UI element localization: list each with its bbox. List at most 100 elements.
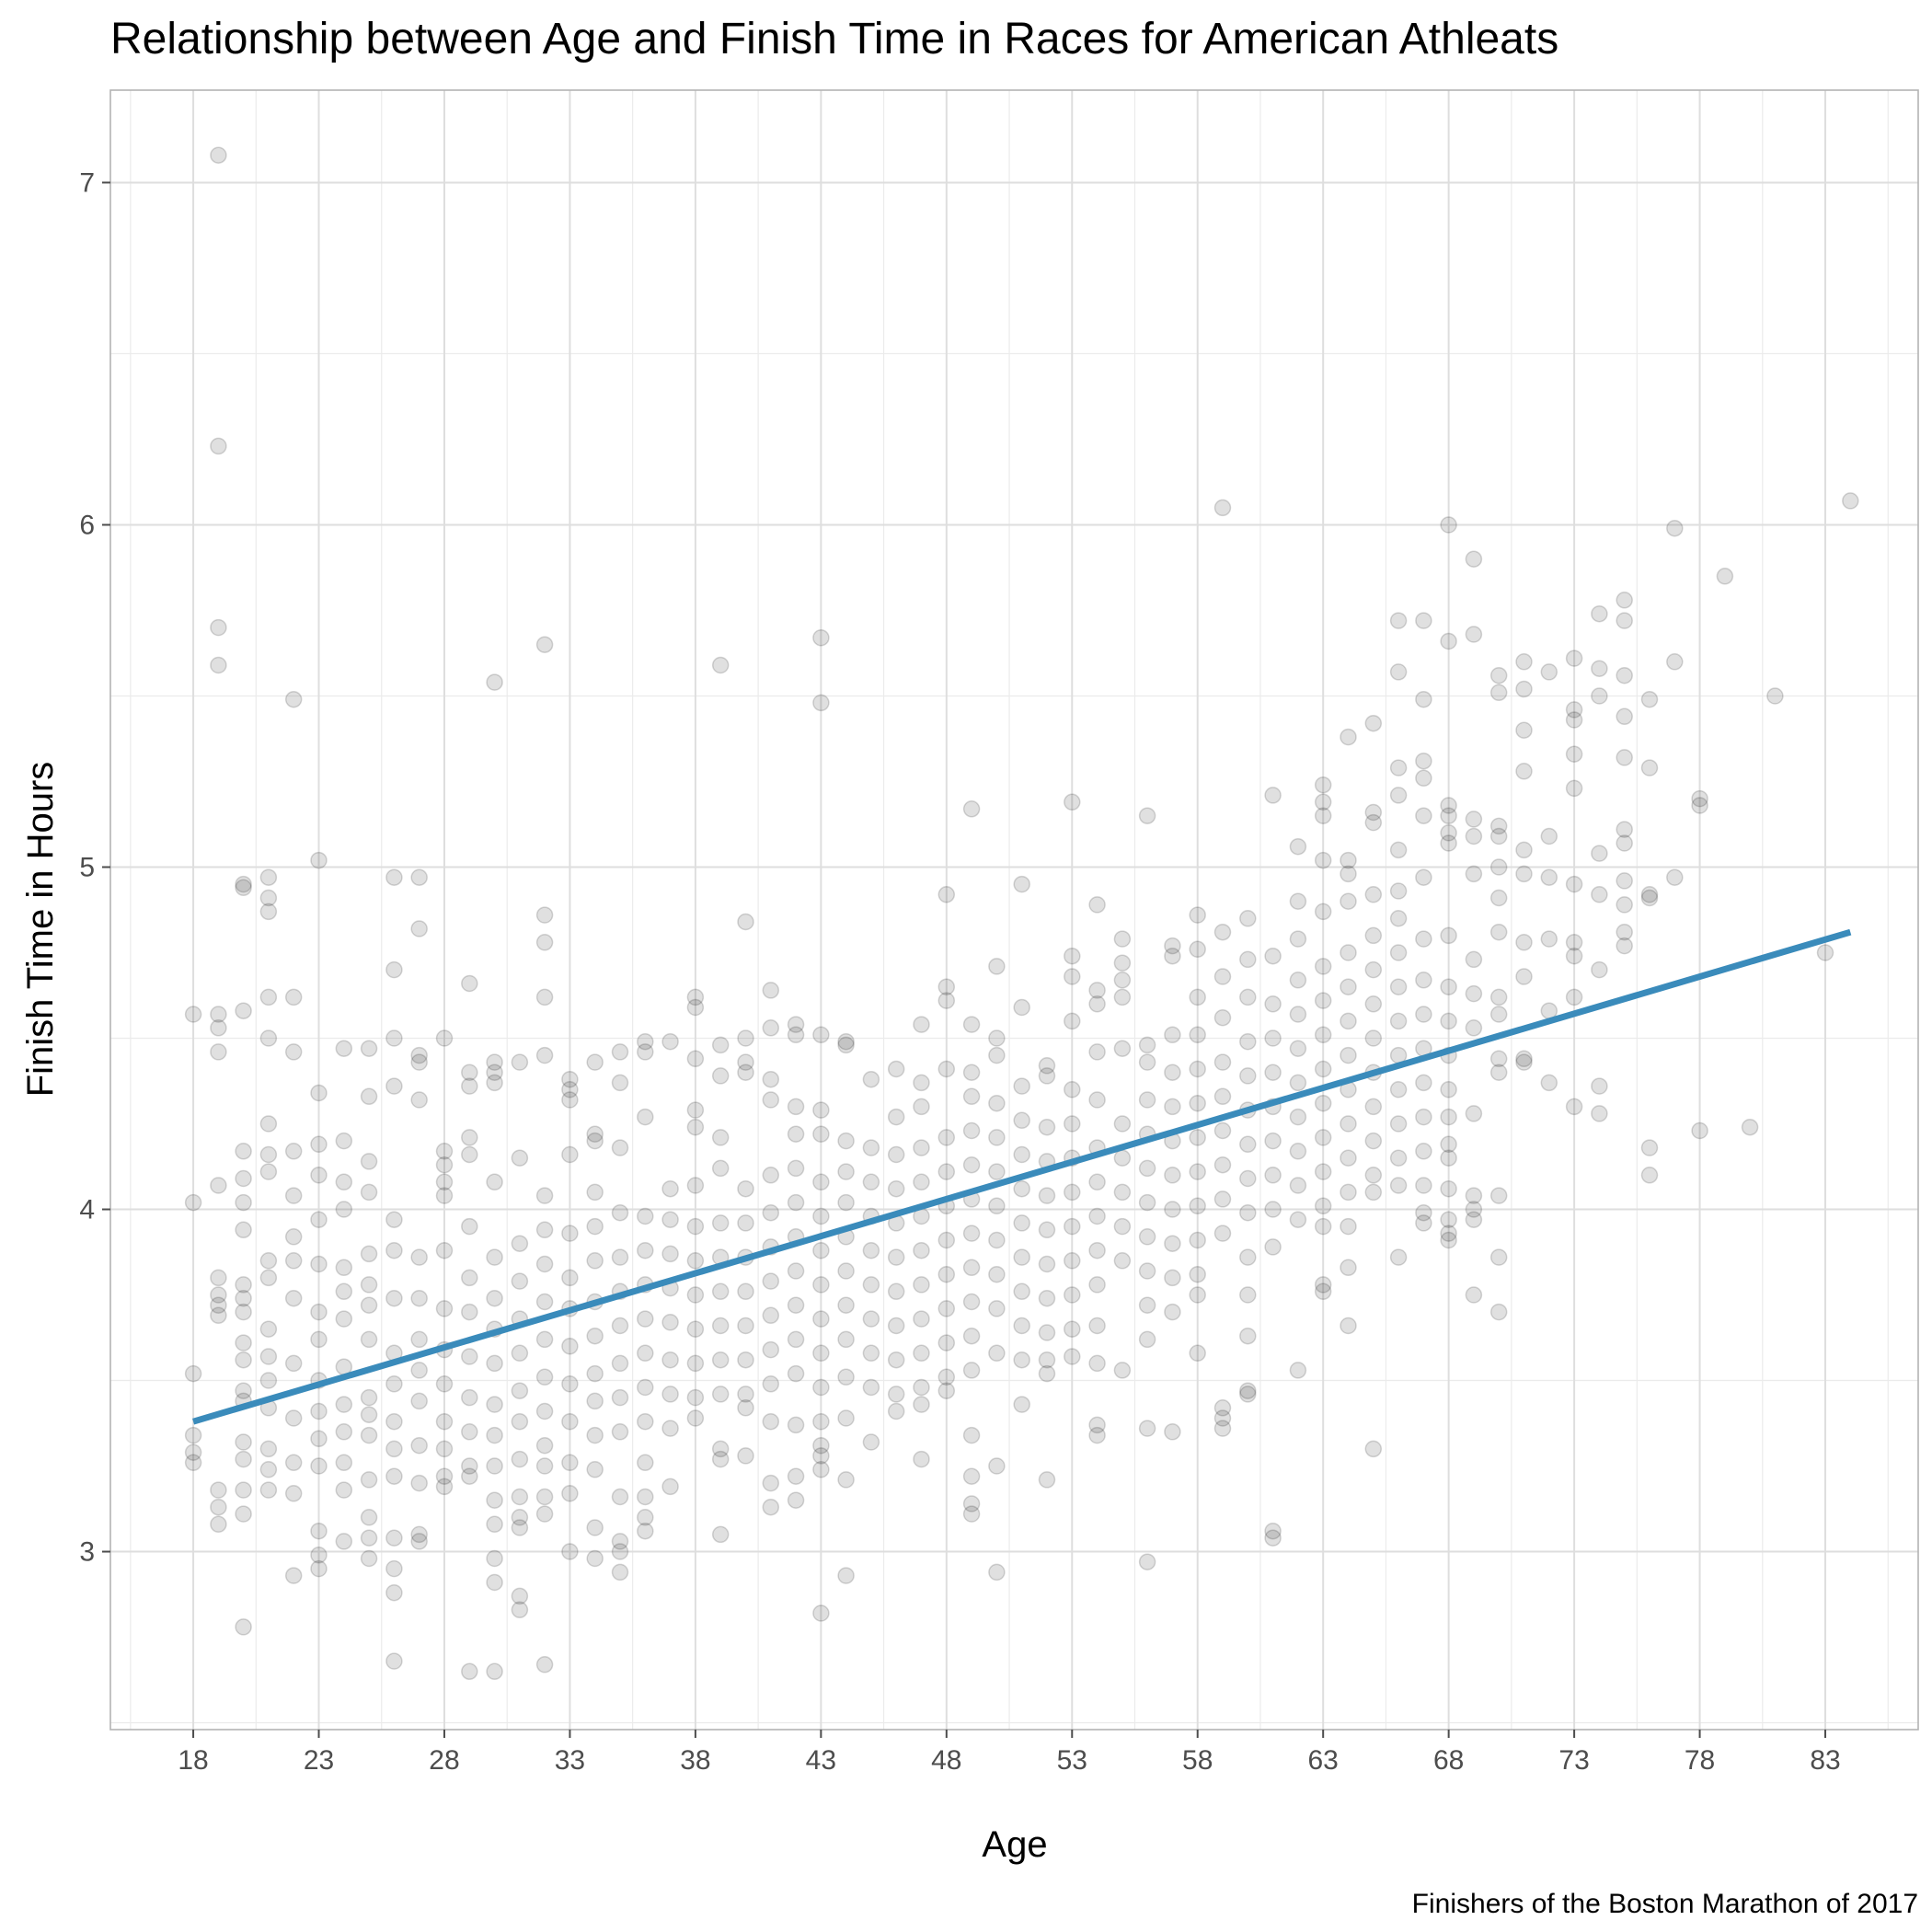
data-point [812, 1344, 830, 1363]
data-point [1591, 845, 1608, 862]
panel-background [110, 90, 1918, 1730]
data-point [210, 1043, 227, 1061]
data-point [913, 1450, 930, 1468]
data-point [1314, 1026, 1332, 1044]
data-point [762, 1019, 780, 1037]
data-point [686, 1320, 705, 1338]
data-point [787, 1026, 805, 1044]
data-point [1239, 1286, 1257, 1304]
data-point [1113, 930, 1132, 948]
data-point [1591, 886, 1608, 903]
data-point [1239, 910, 1257, 927]
data-point [1489, 1187, 1508, 1204]
data-point [1340, 1115, 1357, 1133]
data-point [1314, 1282, 1332, 1301]
data-point [1289, 1143, 1307, 1160]
data-point [586, 1183, 604, 1202]
data-point [210, 1269, 227, 1287]
data-point [611, 1354, 629, 1373]
data-point [937, 1060, 956, 1078]
data-point [1766, 687, 1784, 705]
data-point [1415, 1006, 1432, 1023]
data-point [1415, 972, 1432, 989]
data-point [762, 1306, 780, 1325]
data-point [862, 1276, 880, 1294]
x-tick-label: 53 [1057, 1745, 1087, 1776]
data-point [686, 1118, 705, 1136]
data-point [962, 1362, 981, 1379]
data-point [1364, 1440, 1383, 1458]
data-point [360, 1040, 378, 1057]
data-point [1064, 1252, 1081, 1270]
data-point [988, 1029, 1006, 1047]
data-point [962, 1327, 981, 1345]
data-point [1340, 944, 1357, 961]
data-point [259, 988, 278, 1006]
data-point [435, 1412, 454, 1431]
data-point [1213, 1053, 1232, 1071]
data-point [1113, 1217, 1132, 1236]
data-point [661, 1211, 679, 1228]
data-point [535, 1293, 554, 1311]
data-point [310, 1430, 328, 1448]
data-point [887, 1248, 905, 1266]
data-point [410, 1362, 428, 1379]
data-point [586, 1132, 604, 1150]
data-point [762, 1498, 780, 1516]
data-point [1515, 934, 1533, 951]
data-point [561, 1091, 579, 1109]
data-point [1489, 1050, 1508, 1068]
data-point [284, 1228, 303, 1246]
data-point [988, 1046, 1006, 1064]
data-point [511, 1272, 529, 1290]
data-point [435, 1467, 454, 1485]
data-point [586, 1125, 604, 1143]
data-point [410, 1533, 428, 1550]
data-point [1264, 787, 1282, 804]
data-point [1364, 960, 1383, 979]
data-point [661, 1032, 679, 1051]
data-point [535, 906, 554, 924]
data-point [1489, 1303, 1508, 1321]
data-point [1389, 978, 1408, 995]
data-point [637, 1412, 654, 1431]
x-tick-label: 68 [1433, 1745, 1464, 1776]
data-point [1314, 903, 1332, 921]
data-point [486, 1396, 503, 1413]
data-point [962, 1087, 981, 1106]
data-point [535, 1436, 554, 1455]
data-point [1340, 1183, 1357, 1202]
data-point [962, 1121, 981, 1140]
data-point [435, 1375, 454, 1393]
data-point [1489, 889, 1508, 907]
data-point [1038, 1067, 1056, 1085]
data-point [1540, 827, 1558, 845]
data-point [812, 1310, 830, 1328]
data-point [913, 1310, 930, 1328]
data-point [1440, 1081, 1457, 1098]
data-point [385, 1559, 403, 1578]
data-point [284, 1454, 303, 1472]
data-point [1138, 1091, 1156, 1109]
data-point [962, 1016, 981, 1033]
data-point [1064, 1081, 1081, 1098]
data-point [1088, 1354, 1106, 1373]
data-point [812, 1241, 830, 1259]
data-point [1389, 612, 1408, 629]
data-point [913, 1173, 930, 1191]
data-point [686, 1101, 705, 1119]
data-point [988, 1231, 1006, 1249]
data-point [1013, 1396, 1030, 1413]
data-point [637, 1310, 654, 1328]
data-point [1189, 1265, 1206, 1283]
data-point [284, 1289, 303, 1307]
data-point [1616, 749, 1633, 766]
data-point [235, 1002, 252, 1019]
data-point [1440, 978, 1457, 995]
data-point [410, 1525, 428, 1544]
data-point [1264, 1529, 1282, 1547]
data-point [988, 1163, 1006, 1180]
data-point [887, 1282, 905, 1301]
data-point [1415, 690, 1432, 708]
data-point [887, 1386, 905, 1403]
